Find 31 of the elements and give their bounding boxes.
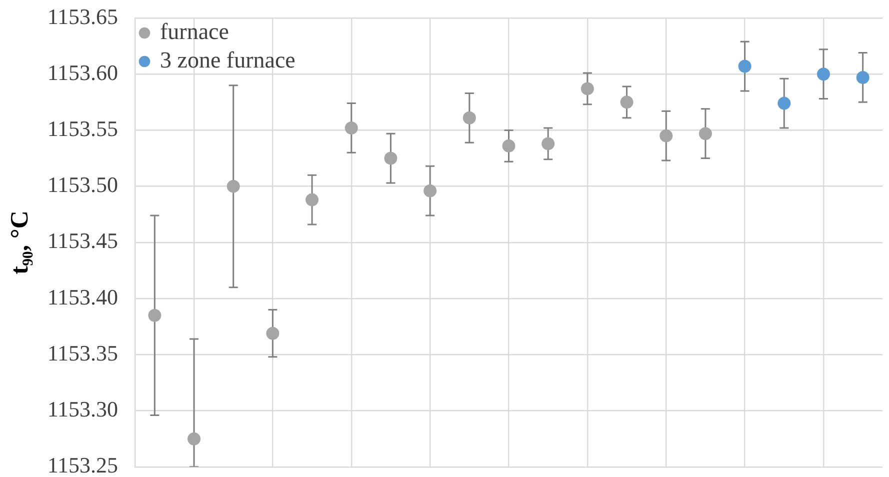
- point: [148, 308, 162, 322]
- y-tick-label: 1153.35: [47, 340, 118, 366]
- legend-label: furnace: [160, 19, 229, 44]
- point: [660, 129, 673, 142]
- point: [424, 184, 437, 198]
- point: [778, 96, 791, 110]
- point: [384, 152, 398, 165]
- point: [226, 180, 240, 193]
- y-tick-label: 1153.25: [47, 452, 118, 477]
- point: [266, 326, 280, 340]
- legend-label: 3 zone furnace: [160, 48, 296, 73]
- y-tick-label: 1153.60: [47, 60, 118, 85]
- y-axis-title: t₉₀, °C: [6, 210, 34, 274]
- point: [462, 111, 476, 124]
- y-tick-label: 1153.50: [47, 172, 118, 198]
- y-tick-label: 1153.30: [47, 396, 118, 422]
- point: [188, 432, 201, 446]
- point: [856, 70, 870, 84]
- point: [344, 121, 358, 134]
- point: [738, 60, 752, 73]
- y-tick-label: 1153.40: [47, 284, 118, 310]
- point: [580, 82, 594, 96]
- point: [306, 193, 319, 206]
- point: [816, 68, 830, 81]
- point: [698, 127, 712, 140]
- point: [542, 137, 555, 150]
- y-tick-label: 1153.55: [47, 116, 118, 142]
- y-tick-label: 1153.45: [47, 228, 118, 254]
- point: [502, 139, 516, 152]
- point: [620, 96, 634, 109]
- y-tick-label: 1153.65: [47, 4, 118, 29]
